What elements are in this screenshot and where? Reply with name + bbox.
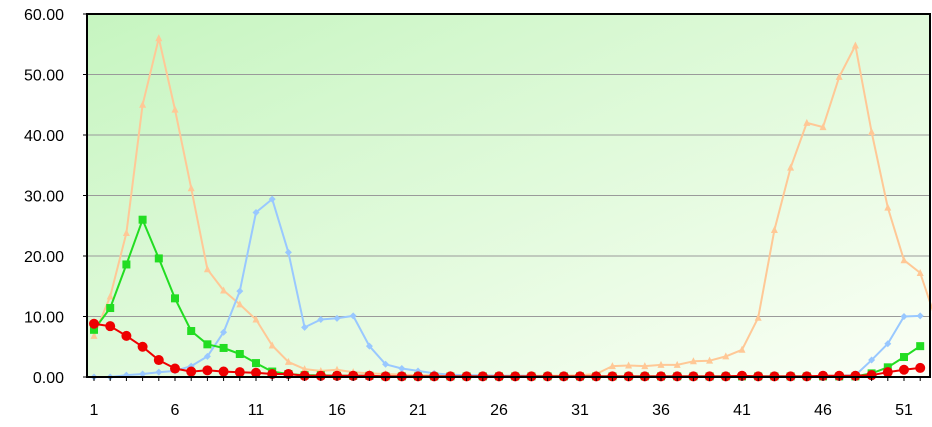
data-point — [203, 340, 211, 348]
x-tick-label: 41 — [733, 402, 751, 419]
x-tick-label: 31 — [571, 402, 589, 419]
x-tick-label: 26 — [490, 402, 508, 419]
data-point — [235, 367, 245, 377]
x-tick-label: 46 — [814, 402, 832, 419]
y-tick-label: 10.00 — [24, 310, 64, 327]
y-tick-label: 20.00 — [24, 249, 64, 266]
x-tick-label: 11 — [248, 402, 265, 419]
data-point — [154, 355, 164, 365]
data-point — [171, 294, 179, 302]
data-point — [915, 363, 925, 373]
data-point — [187, 327, 195, 335]
data-point — [899, 365, 909, 375]
data-point — [139, 216, 147, 224]
data-point — [202, 365, 212, 375]
x-tick-label: 16 — [328, 402, 346, 419]
x-tick-label: 51 — [895, 402, 913, 419]
y-tick-label: 30.00 — [24, 189, 64, 206]
data-point — [916, 342, 924, 350]
data-point — [122, 260, 130, 268]
x-tick-label: 6 — [171, 402, 180, 419]
data-point — [89, 319, 99, 329]
data-point — [138, 342, 148, 352]
y-tick-label: 0.00 — [33, 370, 64, 387]
data-point — [219, 367, 229, 377]
x-tick-label: 1 — [90, 402, 99, 419]
data-point — [105, 321, 115, 331]
x-tick-label: 21 — [409, 402, 427, 419]
data-point — [170, 364, 180, 374]
data-point — [252, 359, 260, 367]
data-point — [121, 331, 131, 341]
data-point — [155, 254, 163, 262]
y-tick-label: 50.00 — [24, 68, 64, 85]
x-tick-label: 36 — [652, 402, 670, 419]
data-point — [900, 353, 908, 361]
data-point — [186, 367, 196, 377]
y-tick-label: 40.00 — [24, 128, 64, 145]
data-point — [220, 344, 228, 352]
data-point — [236, 350, 244, 358]
y-tick-label: 60.00 — [24, 7, 64, 24]
data-point — [883, 367, 893, 377]
data-point — [106, 304, 114, 312]
